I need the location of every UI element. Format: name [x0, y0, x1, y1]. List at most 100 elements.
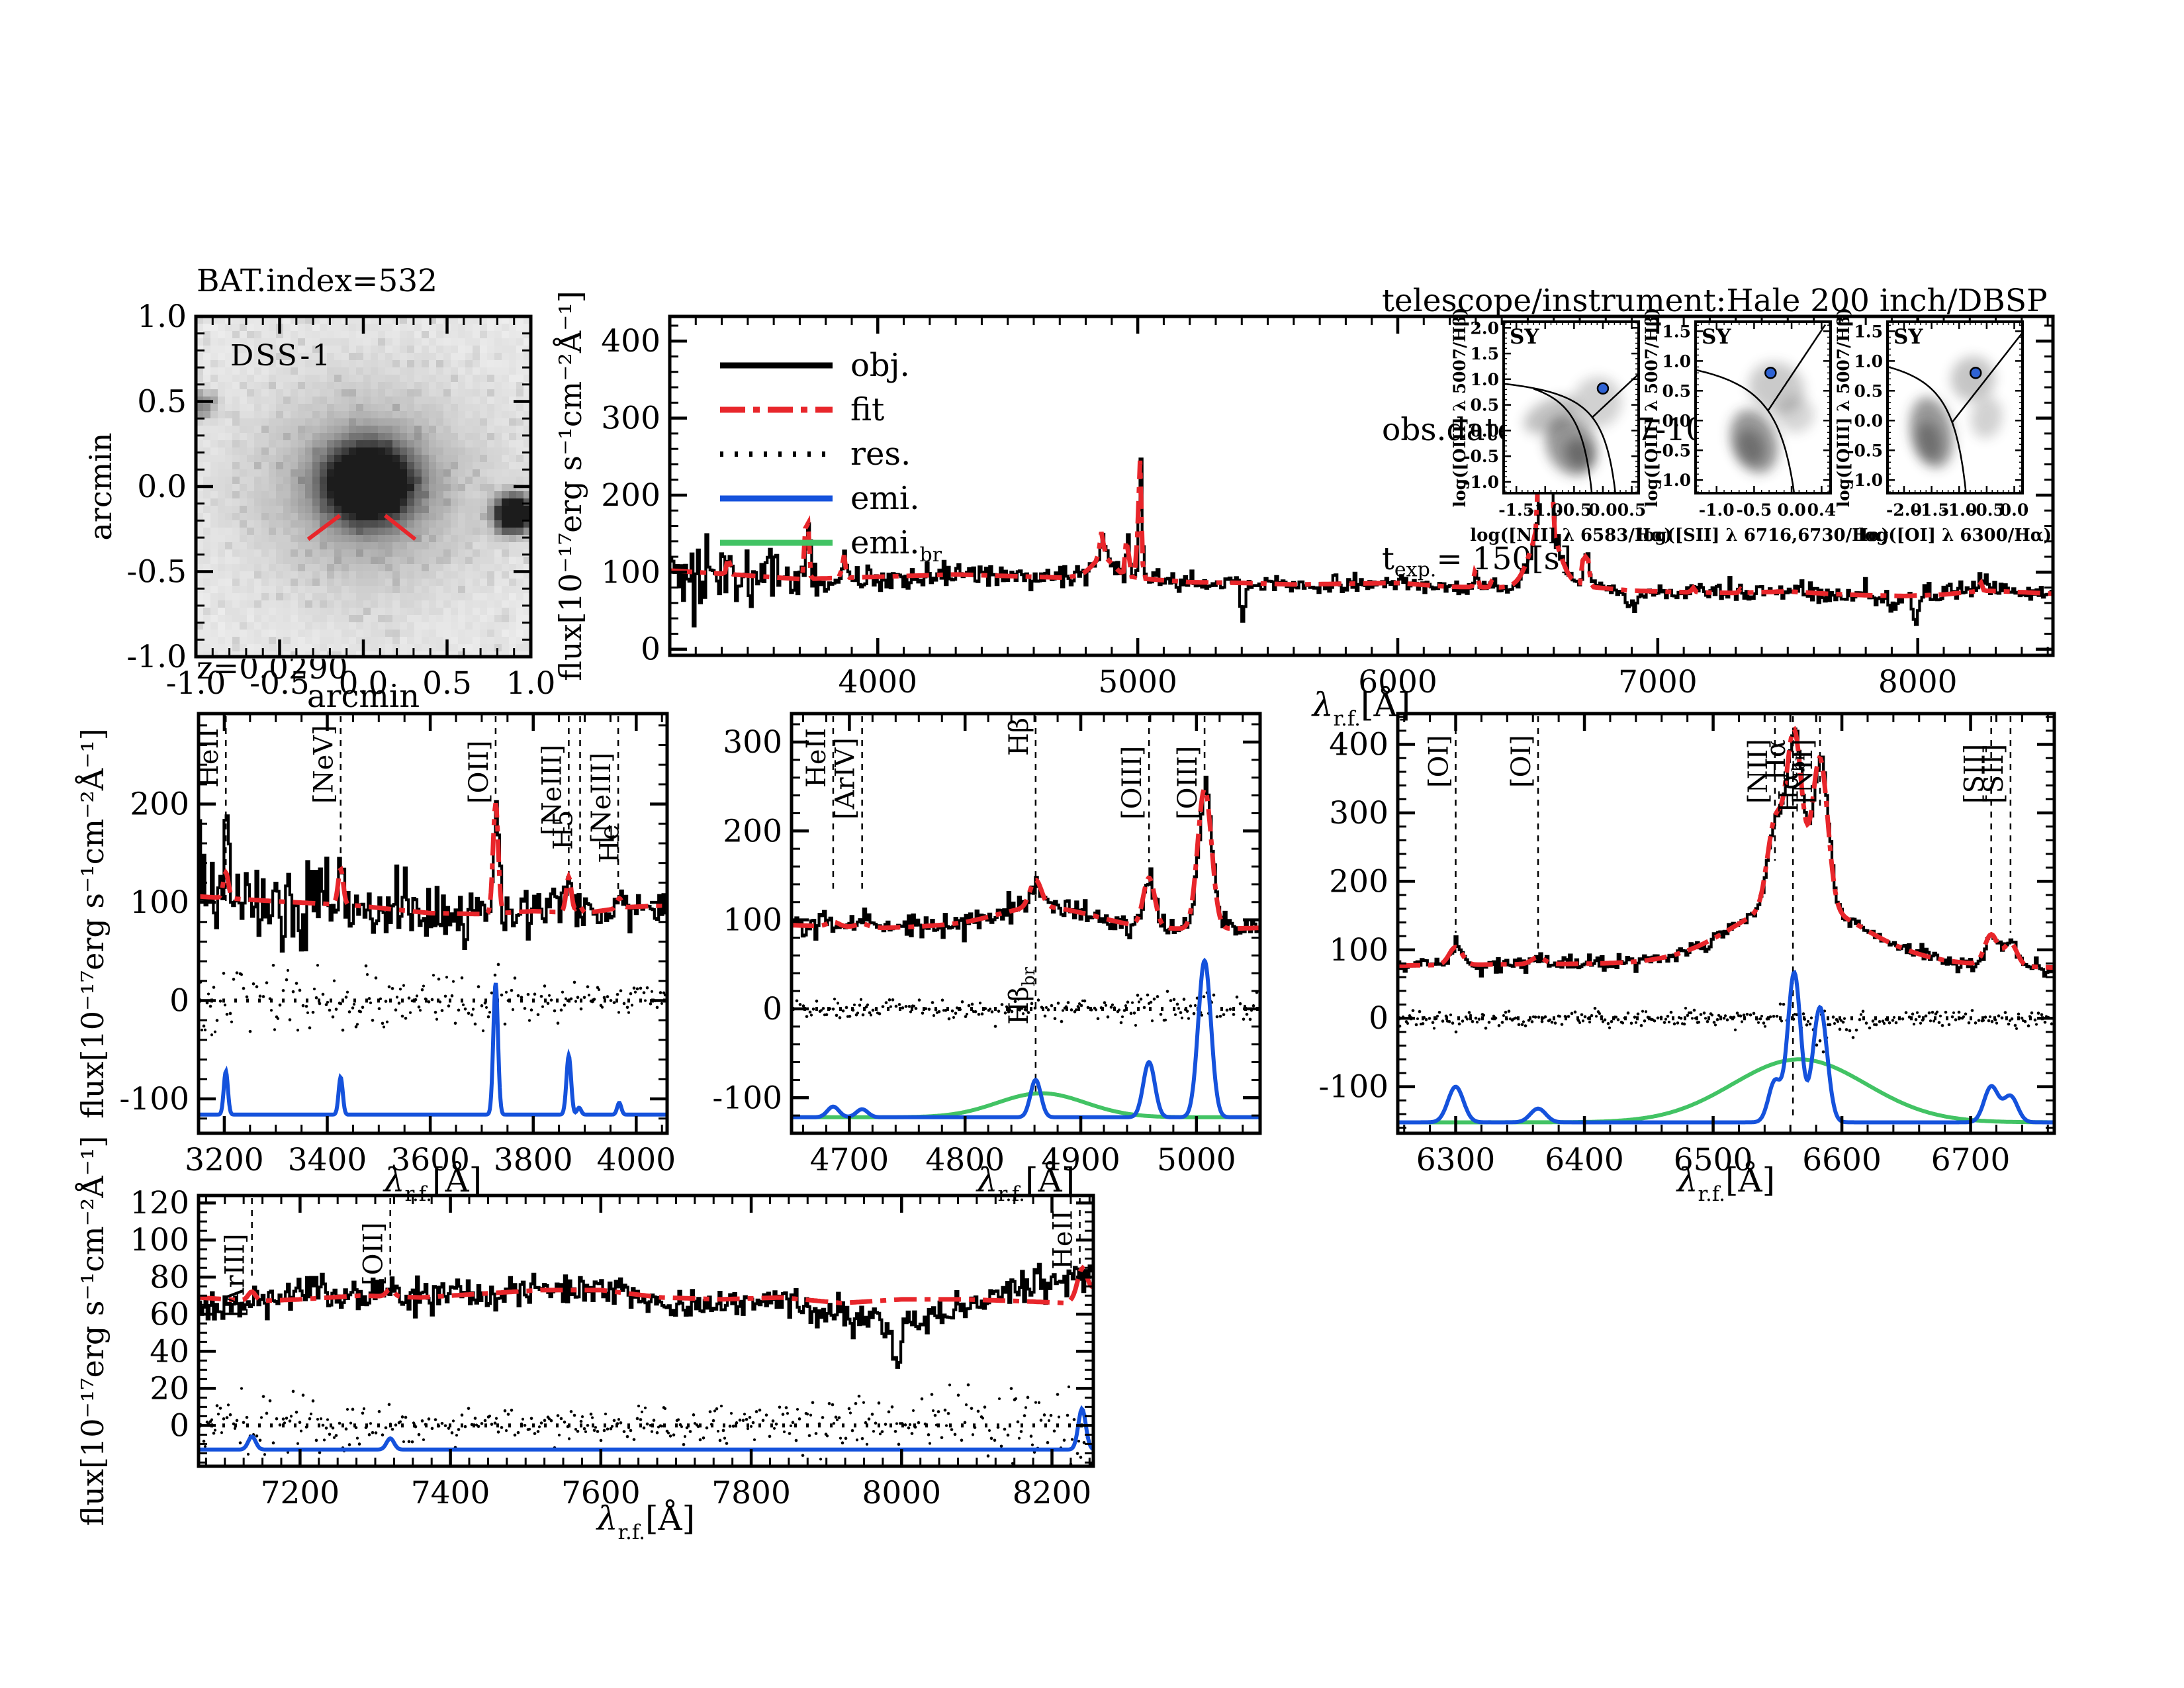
x-tick-label: 0.5	[422, 665, 472, 702]
svg-text:λr.f.[Å]: λr.f.[Å]	[1676, 1160, 1775, 1206]
x-tick-label: 7400	[411, 1475, 490, 1511]
svg-text:1.0: 1.0	[1854, 352, 1884, 371]
demarcation-curve	[1504, 383, 1617, 493]
svg-text:2.0: 2.0	[1471, 318, 1500, 338]
y-tick-label: 0	[169, 983, 189, 1019]
y-tick-label: 0.5	[137, 384, 187, 420]
svg-text:0.0: 0.0	[1471, 421, 1500, 440]
svg-text:-0.5: -0.5	[1847, 441, 1883, 460]
y-axis-title: flux[10⁻¹⁷erg s⁻¹cm⁻²Å⁻¹]	[74, 1136, 111, 1526]
classification-label: SY	[1510, 325, 1539, 349]
object-spectrum	[199, 1262, 1093, 1369]
bpt-inset-oi: -2.0-1.5-1.0-0.50.0-1.0-0.50.00.51.01.5l…	[1834, 308, 2052, 545]
x-tick-label: 8200	[1013, 1475, 1092, 1511]
y-tick-label: 100	[1329, 932, 1388, 968]
y-axis-title: arcmin	[83, 432, 118, 540]
broad-emission-model	[1398, 1057, 2054, 1125]
svg-text:-0.5: -0.5	[1655, 441, 1691, 460]
y-tick-label: 400	[1329, 727, 1388, 763]
fit-spectrum	[199, 802, 667, 917]
density-contour	[1565, 438, 1592, 469]
y-tick-label: 400	[601, 323, 660, 359]
x-tick-label: 4800	[925, 1142, 1005, 1178]
line-annotation-label: [NII]	[1743, 739, 1774, 804]
svg-text:λr.f.[Å]: λr.f.[Å]	[976, 1160, 1075, 1206]
bpt-x-title: log([SII] λ 6716,6730/Hα)	[1637, 526, 1889, 545]
svg-text:0.0: 0.0	[1588, 500, 1617, 520]
y-tick-label: 0	[762, 991, 782, 1027]
bpt-y-title: log([OIII] λ 5007/Hβ)	[1450, 308, 1469, 508]
x-tick-label: 3600	[390, 1142, 470, 1178]
x-tick-label: 4900	[1041, 1142, 1120, 1178]
object-spectrum	[670, 324, 2053, 628]
x-tick-label: 1.0	[506, 665, 556, 702]
line-annotation-label: Hβ	[1004, 718, 1034, 756]
y-tick-label: 0.0	[137, 469, 187, 505]
x-tick-label: 6400	[1545, 1142, 1624, 1178]
bpt-x-title: log([NII] λ 6583/Hα)	[1470, 526, 1672, 545]
svg-text:1.5: 1.5	[1662, 322, 1692, 341]
y-tick-label: 80	[150, 1259, 189, 1295]
y-tick-label: 200	[601, 477, 660, 514]
x-tick-label: 4000	[838, 664, 917, 700]
svg-text:-1.0: -1.0	[1655, 471, 1691, 490]
bpt-inset-sii: -1.0 -0.5 0.0 0.4-1.0-0.50.00.51.01.5log([S…	[1637, 308, 1889, 545]
legend-label: emi.br	[850, 524, 942, 567]
y-tick-label: -1.0	[126, 639, 187, 675]
svg-text:λr.f.[Å]: λr.f.[Å]	[1311, 685, 1410, 731]
narrow-emission-model	[199, 1405, 1093, 1452]
y-tick-label: 300	[1329, 795, 1388, 831]
svg-text:0.5: 0.5	[1471, 396, 1500, 415]
line-annotation-label: HeII	[1048, 1210, 1079, 1270]
svg-text:λr.f.[Å]: λr.f.[Å]	[596, 1499, 695, 1544]
x-tick-label: 6300	[1416, 1142, 1496, 1178]
x-tick-label: 7600	[561, 1475, 641, 1511]
narrow-emission-model	[792, 957, 1260, 1119]
y-tick-label: -0.5	[126, 554, 187, 590]
y-tick-label: 200	[130, 786, 189, 823]
x-tick-label: 6600	[1802, 1142, 1882, 1178]
line-annotation-label: Hα	[1761, 739, 1792, 780]
svg-text:-0.5: -0.5	[1463, 447, 1499, 466]
slit-marker	[384, 514, 417, 541]
demarcation-curve	[1533, 388, 1593, 493]
svg-text:1.0: 1.0	[1662, 352, 1692, 371]
x-tick-label: 5000	[1157, 1142, 1236, 1178]
y-tick-label: -100	[119, 1081, 189, 1117]
y-axis-title: flux[10⁻¹⁷erg s⁻¹cm⁻²Å⁻¹]	[552, 291, 588, 681]
y-tick-label: 40	[150, 1333, 189, 1370]
x-tick-label: 5000	[1098, 664, 1177, 700]
demarcation-curve	[1696, 369, 1796, 493]
narrow-emission-model	[199, 982, 667, 1117]
y-tick-label: 100	[130, 1222, 189, 1258]
y-axis-title: flux[10⁻¹⁷erg s⁻¹cm⁻²Å⁻¹]	[74, 728, 111, 1119]
line-annotation-label: HeII	[194, 728, 224, 788]
line-annotation-label: Hβbr	[1004, 966, 1039, 1025]
line-annotation-label: HeII	[801, 728, 832, 788]
x-tick-label: 0.0	[339, 665, 388, 702]
y-tick-label: 200	[723, 813, 782, 849]
y-tick-label: 100	[130, 884, 189, 921]
line-annotation-label: [NeIII]	[537, 745, 567, 835]
main-spectrum-panel: 4000 5000 6000 7000 8000 0 100 200 300 400 λr.f.[Å…	[552, 291, 2055, 731]
y-tick-label: 1.0	[137, 299, 187, 335]
y-tick-label: 300	[723, 724, 782, 761]
y-tick-label: -100	[1318, 1069, 1388, 1105]
classification-label: SY	[1702, 325, 1731, 349]
y-tick-label: 0	[1369, 1000, 1388, 1037]
svg-text:0.5: 0.5	[1854, 381, 1884, 400]
bpt-y-title: log([OIII] λ 5007/Hβ)	[1834, 308, 1853, 508]
fit-spectrum	[792, 785, 1260, 931]
x-tick-label: 6700	[1931, 1142, 2011, 1178]
narrow-emission-model	[1398, 969, 2054, 1125]
svg-text:-0.5: -0.5	[1969, 500, 2005, 520]
svg-text:0.5: 0.5	[1617, 500, 1647, 520]
line-annotation-label: [SII]	[1960, 744, 1990, 804]
x-tick-label: 7200	[261, 1475, 340, 1511]
line-annotation-label: [OI]	[1506, 735, 1537, 788]
svg-text:-1.5: -1.5	[1498, 500, 1534, 520]
svg-text:-0.5: -0.5	[1736, 500, 1772, 520]
line-annotation-label: [NII]	[1788, 739, 1819, 804]
